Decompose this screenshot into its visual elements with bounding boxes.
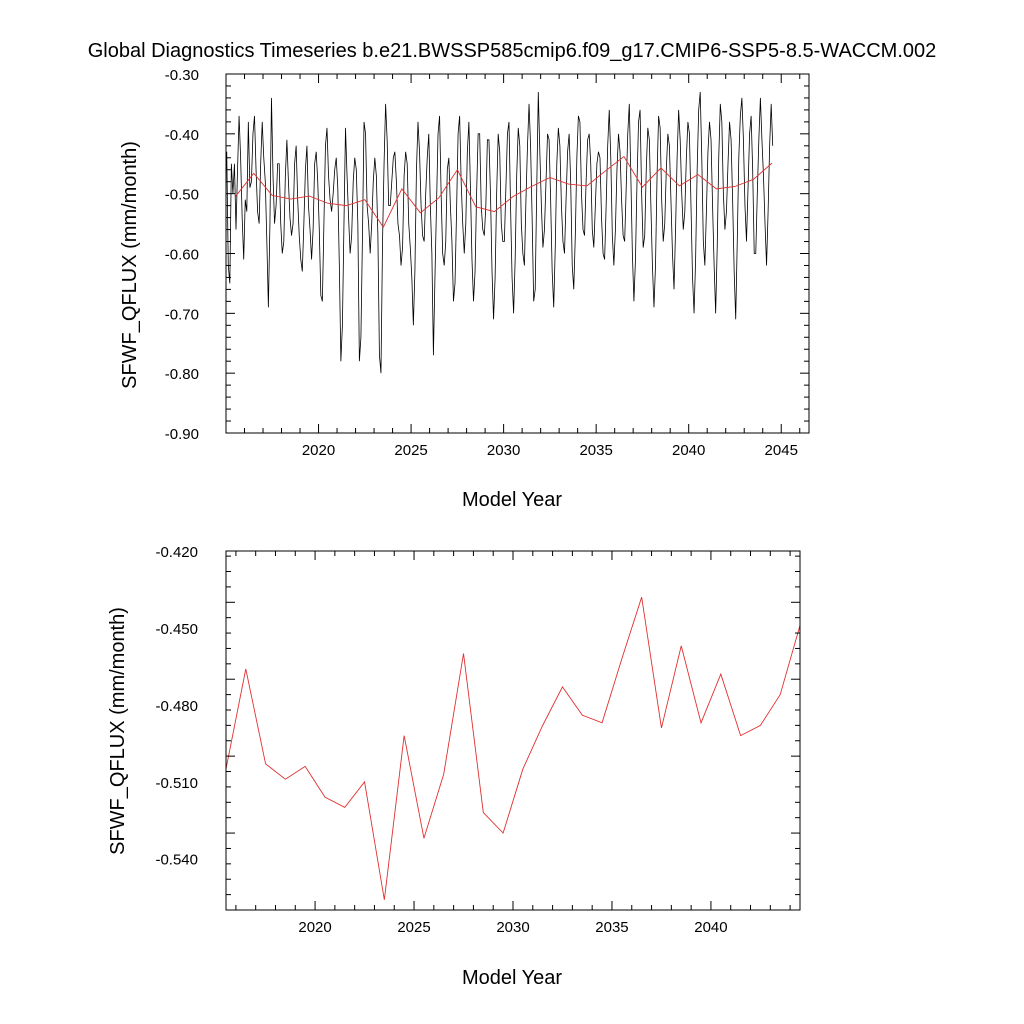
bottom-x-tick-label: 2035 [595,919,628,936]
bottom-panel: Model Year SFWF_QFLUX (mm/month) 2020 202… [107,544,801,989]
bottom-y-tick-label: -0.450 [155,621,198,638]
top-panel: Model Year SFWF_QFLUX (mm/month) 2020 202… [119,67,810,511]
top-plot-frame [225,73,810,434]
top-y-tick-label: -0.90 [165,426,199,443]
bottom-y-tick-label: -0.510 [155,775,198,792]
top-x-tick-label: 2030 [487,442,520,459]
top-y-tick-label: -0.70 [165,306,199,323]
top-y-axis-label: SFWF_QFLUX (mm/month) [119,141,141,389]
bottom-x-tick-label: 2030 [496,919,529,936]
bottom-series-annual-mean [225,597,801,900]
figure-title: Global Diagnostics Timeseries b.e21.BWSS… [88,40,937,62]
top-x-axis-label: Model Year [462,489,562,511]
top-y-tick-label: -0.80 [165,366,199,383]
bottom-y-tick-label: -0.540 [155,852,198,869]
top-y-tick-label: -0.40 [165,127,199,144]
bottom-x-tick-label: 2025 [397,919,430,936]
top-y-tick-label: -0.60 [165,247,199,264]
bottom-plot-frame [225,550,801,911]
top-x-tick-label: 2035 [579,442,612,459]
top-series-monthly [226,91,774,374]
top-y-tick-label: -0.30 [165,67,199,84]
bottom-x-axis-label: Model Year [462,967,562,989]
top-x-tick-label: 2025 [394,442,427,459]
top-series-annual-mean [234,155,773,229]
top-x-tick-label: 2045 [765,442,798,459]
bottom-x-tick-label: 2040 [694,919,727,936]
bottom-y-tick-label: -0.480 [155,698,198,715]
bottom-x-tick-label: 2020 [298,919,331,936]
top-y-tick-label: -0.50 [165,187,199,204]
top-x-tick-label: 2020 [302,442,335,459]
top-x-tick-label: 2040 [672,442,705,459]
bottom-y-tick-label: -0.420 [155,544,198,561]
bottom-y-axis-label: SFWF_QFLUX (mm/month) [107,607,129,855]
